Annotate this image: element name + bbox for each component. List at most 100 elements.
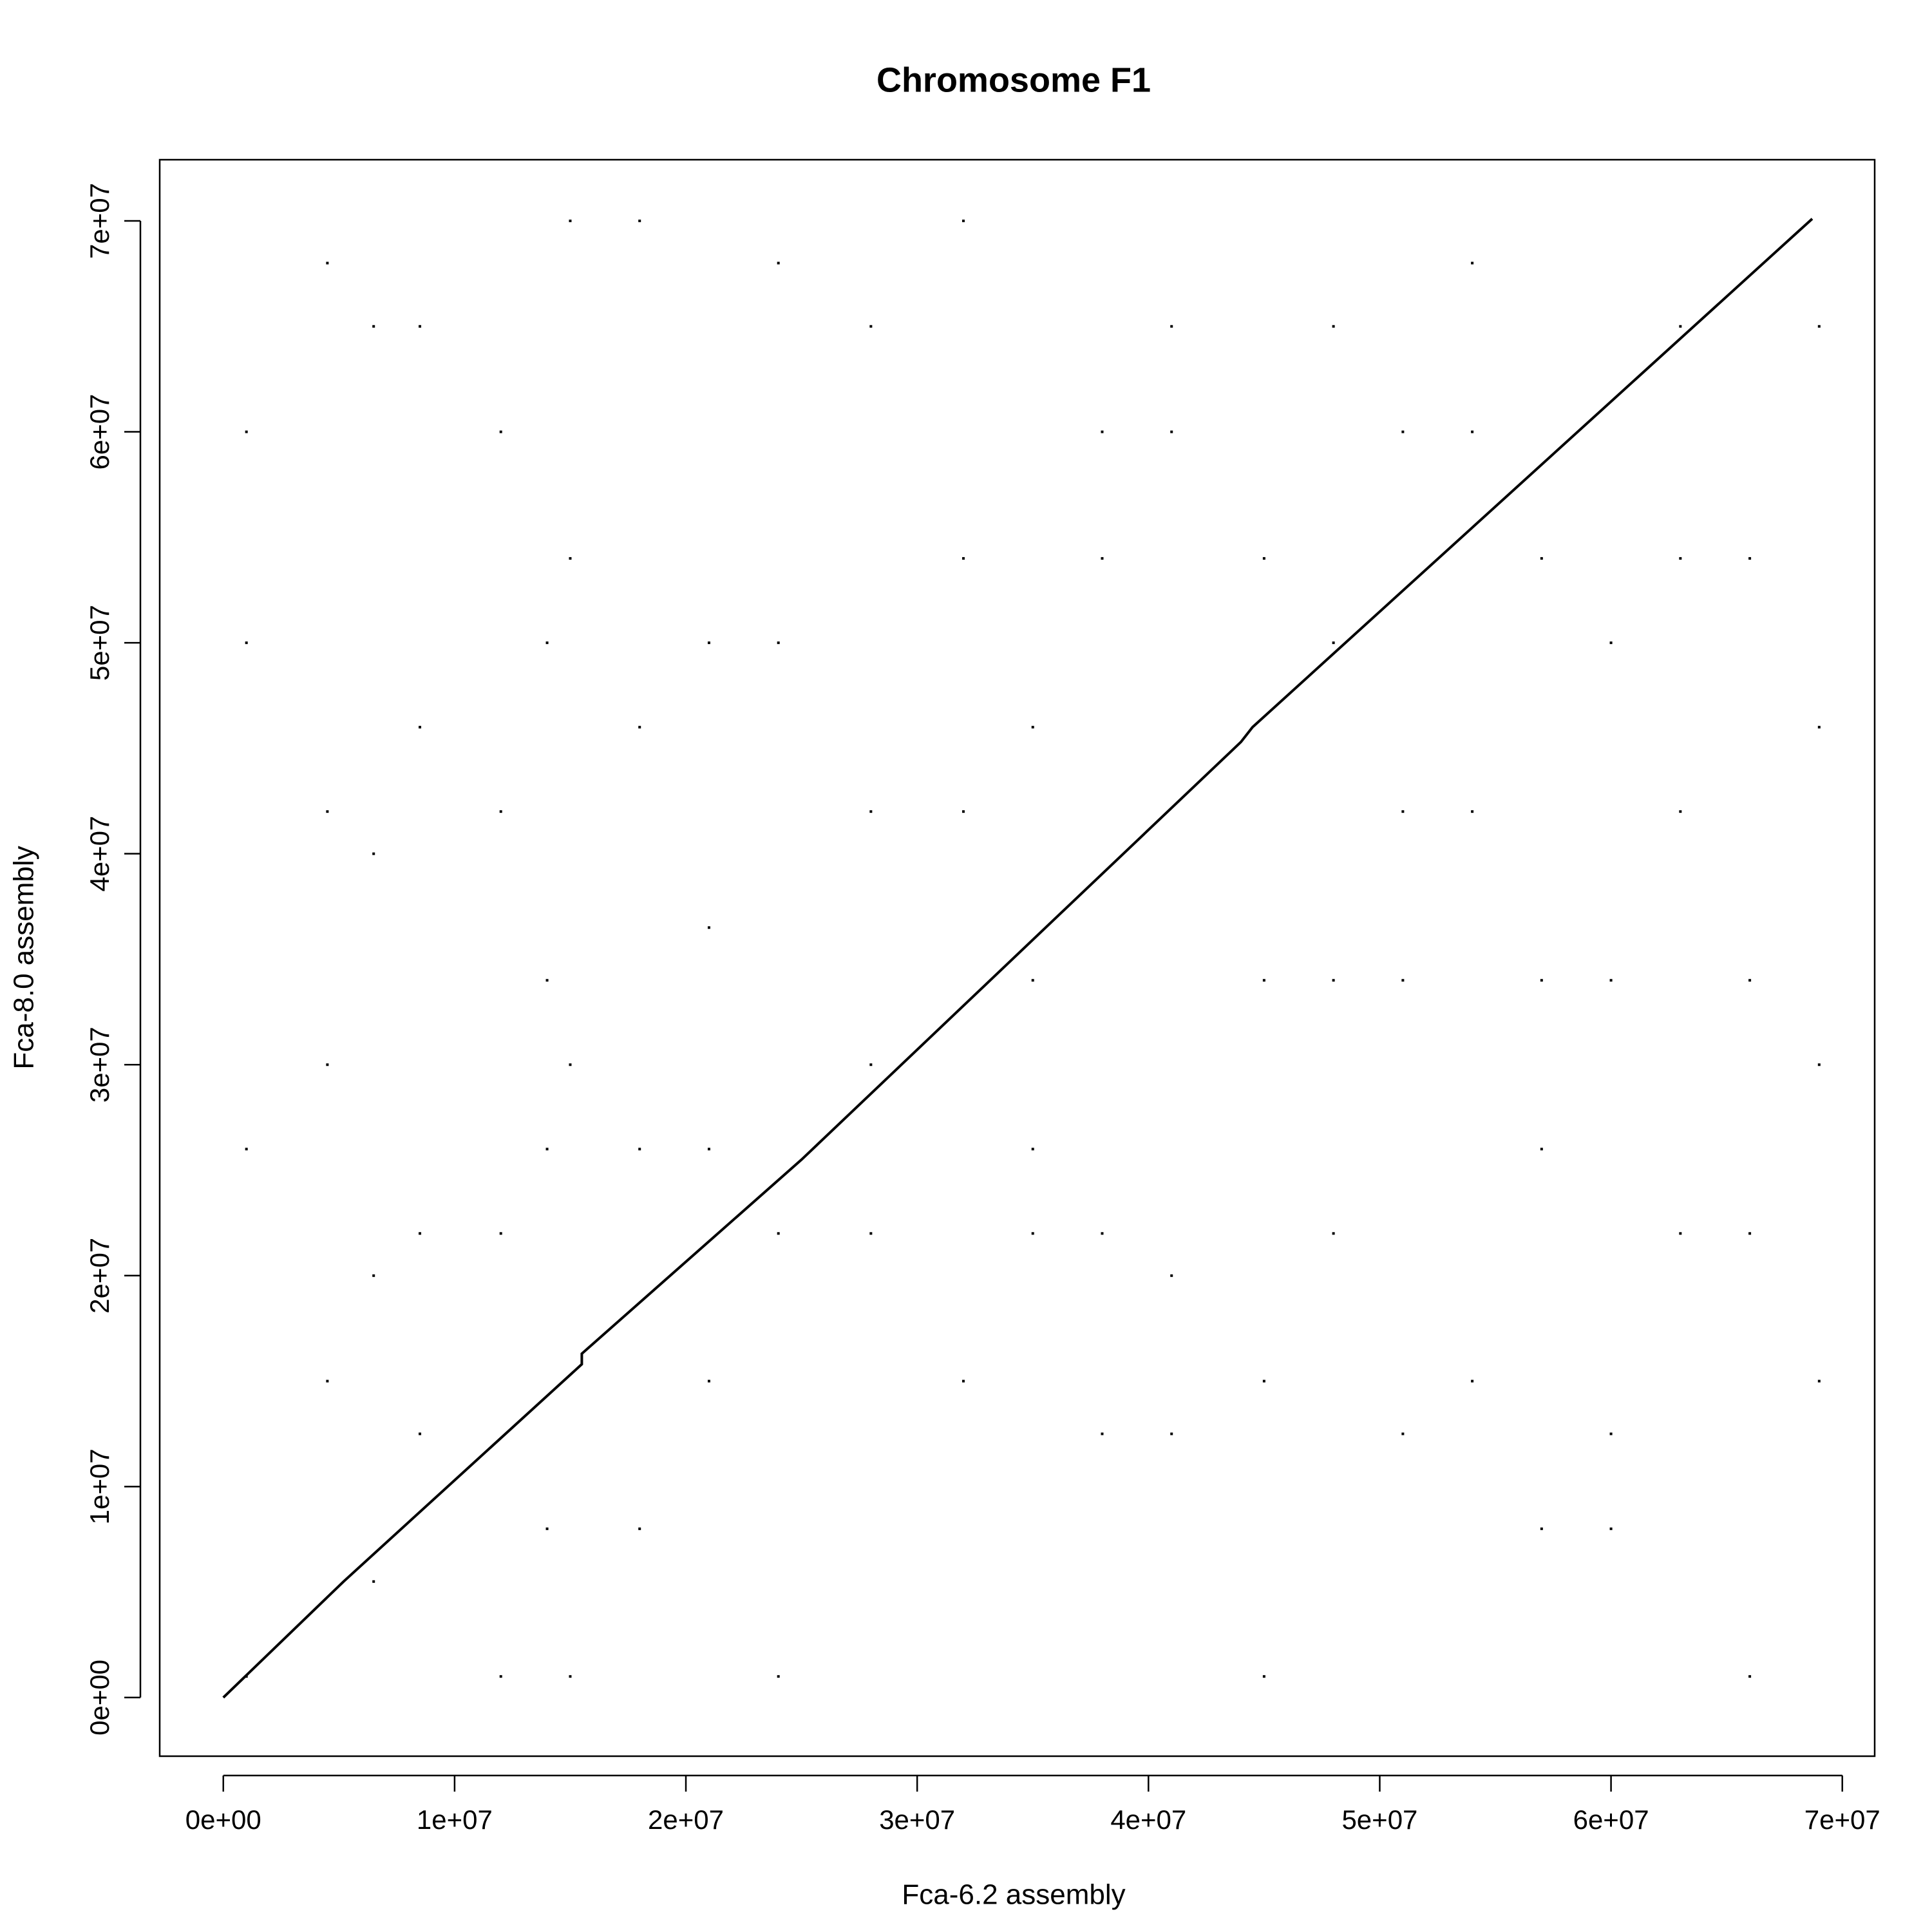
x-axis-label: Fca-6.2 assembly	[902, 1879, 1125, 1911]
y-tick-label: 7e+07	[84, 183, 115, 259]
alignment-dot	[1101, 1232, 1104, 1235]
y-tick-label: 2e+07	[84, 1238, 115, 1314]
alignment-dot	[545, 1527, 549, 1530]
alignment-dot	[1170, 430, 1173, 433]
alignment-dot	[1031, 1148, 1034, 1151]
alignment-dot	[1609, 1527, 1613, 1530]
alignment-dot	[1471, 810, 1474, 813]
alignment-dot	[638, 219, 641, 222]
alignment-dot	[1817, 1379, 1821, 1383]
y-tick-label: 5e+07	[84, 605, 115, 681]
alignment-dot	[1401, 810, 1405, 813]
alignment-dot	[569, 1675, 572, 1678]
alignment-dot	[1101, 1432, 1104, 1435]
alignment-dot	[1170, 1432, 1173, 1435]
alignment-dot	[869, 1232, 873, 1235]
alignment-dot	[1332, 979, 1335, 982]
alignment-dot	[707, 926, 710, 929]
alignment-dot	[777, 1675, 780, 1678]
alignment-dot	[419, 325, 422, 328]
plot-box	[158, 158, 1876, 1757]
alignment-dot	[1401, 979, 1405, 982]
alignment-dot	[419, 1432, 422, 1435]
alignment-dot	[1101, 557, 1104, 560]
alignment-dot	[777, 261, 780, 265]
alignment-dot	[962, 810, 965, 813]
alignment-dot	[1332, 641, 1335, 645]
alignment-dot	[638, 1527, 641, 1530]
alignment-dot	[1262, 1379, 1265, 1383]
alignment-dot	[1031, 726, 1034, 729]
alignment-dot	[1679, 1232, 1682, 1235]
alignment-dot	[372, 1274, 375, 1277]
alignment-dot	[419, 1232, 422, 1235]
alignment-dot	[1540, 1527, 1543, 1530]
x-tick-label: 1e+07	[417, 1804, 493, 1835]
alignment-dot	[545, 979, 549, 982]
alignment-dot	[1817, 726, 1821, 729]
alignment-dot	[545, 641, 549, 645]
x-tick-label: 7e+07	[1804, 1804, 1880, 1835]
alignment-dot	[499, 1675, 502, 1678]
alignment-dot	[962, 219, 965, 222]
alignment-dot	[499, 1232, 502, 1235]
alignment-dot	[1748, 979, 1752, 982]
alignment-dot	[1540, 557, 1543, 560]
alignment-dot	[1817, 325, 1821, 328]
alignment-dot	[545, 1148, 549, 1151]
alignment-dot	[1262, 1675, 1265, 1678]
alignment-dot	[869, 810, 873, 813]
alignment-dot	[777, 1232, 780, 1235]
alignment-dot	[1540, 1148, 1543, 1151]
alignment-dot	[1262, 979, 1265, 982]
alignment-dot	[1401, 1432, 1405, 1435]
y-tick-label: 0e+00	[84, 1660, 115, 1736]
alignment-dot	[569, 1063, 572, 1066]
y-tick-label: 3e+07	[84, 1027, 115, 1103]
alignment-dot	[245, 641, 248, 645]
alignment-dot	[1101, 430, 1104, 433]
y-tick-label: 6e+07	[84, 394, 115, 470]
alignment-dot	[1471, 1379, 1474, 1383]
alignment-dot	[569, 219, 572, 222]
alignment-dot	[1540, 979, 1543, 982]
alignment-dot	[1031, 979, 1034, 982]
alignment-dot	[638, 1148, 641, 1151]
alignment-dot	[1262, 557, 1265, 560]
alignment-dot	[245, 1148, 248, 1151]
alignment-dot	[499, 810, 502, 813]
alignment-dot	[326, 1063, 329, 1066]
alignment-dot	[1679, 557, 1682, 560]
alignment-dot	[869, 325, 873, 328]
alignment-dot	[372, 852, 375, 855]
alignment-dot	[707, 1379, 710, 1383]
alignment-dot	[569, 557, 572, 560]
x-tick-label: 0e+00	[185, 1804, 261, 1835]
alignment-dot	[1332, 325, 1335, 328]
y-tick-label: 1e+07	[84, 1448, 115, 1524]
x-tick-label: 6e+07	[1573, 1804, 1649, 1835]
alignment-dot	[638, 726, 641, 729]
alignment-dot	[326, 261, 329, 265]
x-tick-label: 2e+07	[648, 1804, 724, 1835]
alignment-dot	[1471, 430, 1474, 433]
alignment-line	[222, 218, 1814, 1699]
alignment-dot	[1031, 1232, 1034, 1235]
alignment-dot	[1401, 430, 1405, 433]
alignment-dot	[1817, 1063, 1821, 1066]
alignment-dot	[326, 810, 329, 813]
alignment-dot	[326, 1379, 329, 1383]
alignment-dot	[1609, 979, 1613, 982]
y-axis-label: Fca-8.0 assembly	[8, 846, 40, 1069]
alignment-dot	[1471, 261, 1474, 265]
alignment-dot	[245, 430, 248, 433]
alignment-dot	[777, 641, 780, 645]
alignment-dot	[1609, 1432, 1613, 1435]
alignment-dot	[1332, 1232, 1335, 1235]
alignment-dot	[499, 430, 502, 433]
alignment-dot	[245, 1675, 248, 1678]
alignment-dot	[372, 1580, 375, 1583]
alignment-dot	[1609, 641, 1613, 645]
alignment-dot	[707, 641, 710, 645]
